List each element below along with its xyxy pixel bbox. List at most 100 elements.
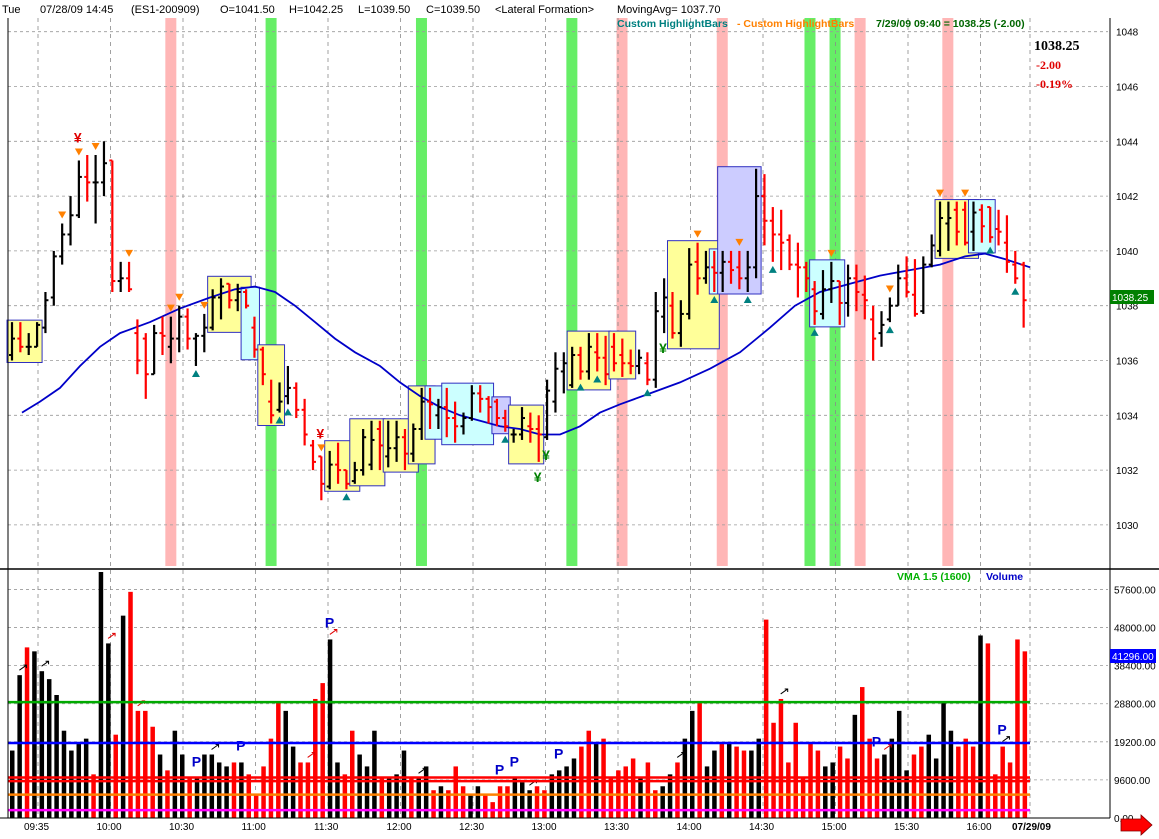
volume-bar xyxy=(61,730,67,818)
volume-bar xyxy=(763,619,769,818)
volume-bar xyxy=(786,762,791,818)
ohlc-bar xyxy=(652,292,659,388)
ohlc-bar xyxy=(126,261,133,292)
buy-signal-triangle xyxy=(710,296,719,303)
ohlc-bar xyxy=(878,311,885,347)
sell-signal-triangle xyxy=(827,249,836,257)
volume-bar xyxy=(690,710,695,818)
price-tick-label: 1048 xyxy=(1116,28,1139,39)
yen-signal-glyph: ¥ xyxy=(659,340,667,356)
buy-signal-triangle xyxy=(885,326,894,334)
ohlc-bar xyxy=(268,379,275,424)
volume-tick-label: 19200.00 xyxy=(1114,738,1156,749)
volume-bar xyxy=(512,778,518,818)
volume-bar xyxy=(135,710,141,818)
indicator-label-1: Custom HighlightBars xyxy=(617,18,728,30)
ohlc-bar xyxy=(845,264,852,317)
sell-signal-triangle xyxy=(735,238,744,246)
ohlc-bar xyxy=(117,261,124,292)
ohlc-bar xyxy=(636,349,643,375)
volume-bar xyxy=(896,710,902,818)
price-change-percent: -0.19% xyxy=(1036,77,1073,91)
volume-bar xyxy=(475,786,481,818)
ohlc-bar xyxy=(761,174,768,246)
volume-bar xyxy=(246,774,252,818)
signal-markers: ¥¥¥¥¥ xyxy=(58,129,1020,501)
sell-signal-triangle xyxy=(166,304,175,312)
volume-bar xyxy=(623,766,628,818)
formation-box xyxy=(441,382,495,446)
volume-bar xyxy=(630,758,636,818)
volume-bar xyxy=(231,762,237,818)
scroll-right-icon[interactable] xyxy=(1120,814,1153,836)
buy-signal-triangle xyxy=(986,246,995,254)
ohlc-bar xyxy=(92,155,99,224)
price-tag-label: 1038.25 xyxy=(1112,293,1149,304)
header-open: O=1041.50 xyxy=(220,4,275,16)
sell-signal-triangle xyxy=(885,285,894,293)
volume-bar xyxy=(505,786,510,818)
volume-bar xyxy=(372,730,377,818)
header-high: H=1042.25 xyxy=(289,4,343,16)
volume-bar xyxy=(69,750,74,818)
volume-bar xyxy=(416,778,422,818)
pink-highlight-band xyxy=(165,18,177,566)
ohlc-bar xyxy=(251,316,258,358)
volume-bar xyxy=(483,794,488,818)
volume-peak-marker: P xyxy=(192,753,201,769)
time-tick-label: 09:35 xyxy=(24,822,49,833)
ohlc-bar xyxy=(17,322,24,353)
ohlc-bar xyxy=(443,387,450,438)
time-tick-label: 10:30 xyxy=(169,822,194,833)
ohlc-bar xyxy=(226,282,233,309)
ohlc-bar xyxy=(769,207,776,262)
pink-highlight-band xyxy=(854,18,866,566)
buy-signal-triangle xyxy=(342,493,351,501)
ohlc-bar xyxy=(803,261,810,292)
volume-arrow-glyph xyxy=(418,767,427,774)
ohlc-bar xyxy=(9,322,15,361)
ohlc-bar xyxy=(109,159,116,292)
ohlc-bar xyxy=(753,168,760,279)
pink-highlight-band xyxy=(616,18,628,566)
volume-arrow-glyph xyxy=(1002,736,1010,742)
price-bars xyxy=(9,141,1027,501)
sell-signal-triangle xyxy=(961,189,970,197)
ohlc-bar xyxy=(627,349,634,375)
volume-bar xyxy=(364,766,370,818)
volume-bar xyxy=(941,702,946,818)
volume-arrow-glyph xyxy=(107,632,116,639)
sell-signal-triangle xyxy=(58,211,67,219)
ohlc-bar xyxy=(67,196,74,246)
volume-peak-marker: P xyxy=(554,745,563,761)
last-price: 1038.25 xyxy=(1034,39,1080,54)
volume-peak-marker: P xyxy=(325,614,334,630)
ohlc-bar xyxy=(176,305,183,353)
volume-bar xyxy=(194,778,200,818)
ohlc-bar xyxy=(293,382,300,419)
volume-bar xyxy=(800,778,806,818)
volume-bar xyxy=(823,766,828,818)
ohlc-bar xyxy=(435,398,442,429)
buy-signal-triangle xyxy=(283,408,292,416)
volume-bar xyxy=(460,786,466,818)
ohlc-bar xyxy=(351,461,358,484)
ohlc-bar xyxy=(719,250,726,292)
indicator-label-3: 7/29/09 09:40 = 1038.25 (-2.00) xyxy=(876,18,1025,30)
ohlc-bar xyxy=(326,450,333,490)
volume-bar xyxy=(313,698,318,818)
ohlc-bar xyxy=(335,442,342,484)
volume-bar xyxy=(446,790,451,818)
volume-bar xyxy=(157,754,163,818)
ohlc-bar xyxy=(870,305,877,361)
header-bar xyxy=(0,0,1110,18)
volume-arrow-glyph xyxy=(329,628,338,635)
ohlc-bar xyxy=(945,201,952,251)
header-day: Tue xyxy=(2,4,21,16)
time-tick-label: 11:00 xyxy=(242,822,267,833)
ohlc-bar xyxy=(142,333,149,399)
volume-bar xyxy=(401,750,407,818)
ohlc-bar xyxy=(343,469,350,490)
ohlc-bar xyxy=(577,346,584,380)
volume-tick-label: 48000.00 xyxy=(1114,624,1156,635)
